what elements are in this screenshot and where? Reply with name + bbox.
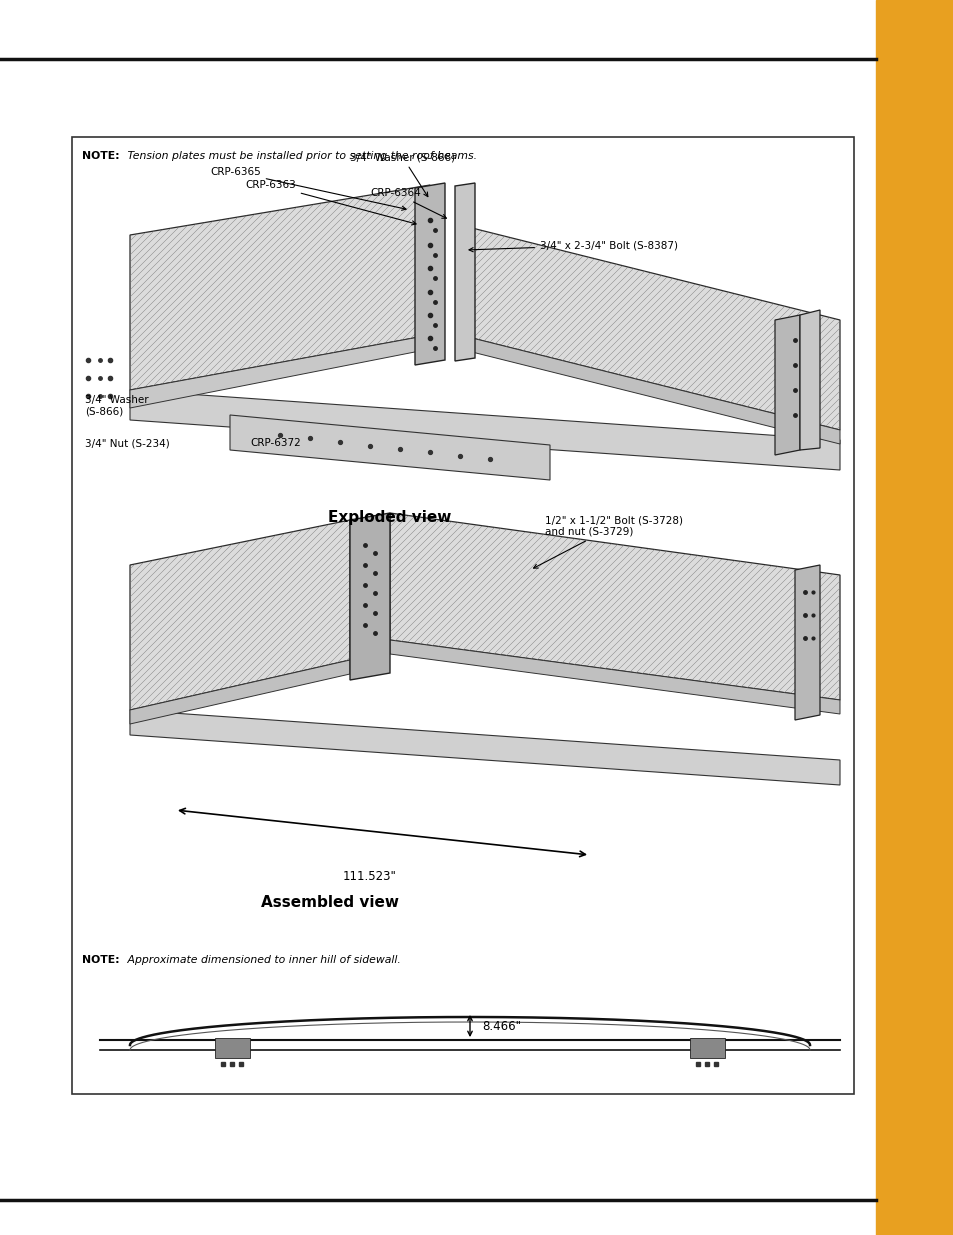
Polygon shape [390, 640, 840, 714]
Bar [214, 1037, 250, 1058]
Polygon shape [415, 183, 444, 366]
Polygon shape [130, 185, 430, 390]
Polygon shape [455, 183, 475, 361]
Polygon shape [350, 513, 390, 680]
Text: Exploded view: Exploded view [328, 510, 451, 525]
Polygon shape [794, 564, 820, 720]
Text: CRP-6365: CRP-6365 [210, 167, 406, 210]
Text: CRP-6372: CRP-6372 [250, 438, 300, 448]
Text: 111.523": 111.523" [343, 869, 396, 883]
Polygon shape [230, 415, 550, 480]
Text: NOTE:: NOTE: [82, 151, 119, 161]
Polygon shape [774, 315, 800, 454]
Text: 1/2" x 1-1/2" Bolt (S-3728)
and nut (S-3729): 1/2" x 1-1/2" Bolt (S-3728) and nut (S-3… [533, 515, 682, 568]
Polygon shape [130, 659, 350, 724]
Text: Approximate dimensioned to inner hill of sidewall.: Approximate dimensioned to inner hill of… [124, 955, 400, 965]
Polygon shape [459, 335, 840, 445]
Polygon shape [130, 710, 840, 785]
Text: 3/4" x 2-3/4" Bolt (S-8387): 3/4" x 2-3/4" Bolt (S-8387) [469, 240, 678, 252]
Text: 3/4" Washer
(S-866): 3/4" Washer (S-866) [85, 395, 149, 416]
Polygon shape [459, 225, 840, 430]
Text: CRP-6363: CRP-6363 [245, 180, 416, 225]
Polygon shape [130, 335, 430, 408]
Polygon shape [130, 390, 840, 471]
Text: NOTE:: NOTE: [82, 955, 119, 965]
Text: CRP-6364: CRP-6364 [370, 188, 446, 219]
Polygon shape [130, 520, 350, 710]
Polygon shape [800, 310, 820, 450]
Polygon shape [390, 513, 840, 700]
Text: 3/4" Nut (S-234): 3/4" Nut (S-234) [85, 438, 170, 448]
Bar [71, 137, 853, 1094]
Text: 8.466": 8.466" [481, 1020, 520, 1032]
Text: Tension plates must be installed prior to setting the roof beams.: Tension plates must be installed prior t… [124, 151, 476, 161]
Text: 3/4" Washer (S-866): 3/4" Washer (S-866) [350, 152, 455, 196]
Text: Assembled view: Assembled view [261, 895, 398, 910]
Bar [875, 0, 953, 1235]
Bar [689, 1037, 724, 1058]
